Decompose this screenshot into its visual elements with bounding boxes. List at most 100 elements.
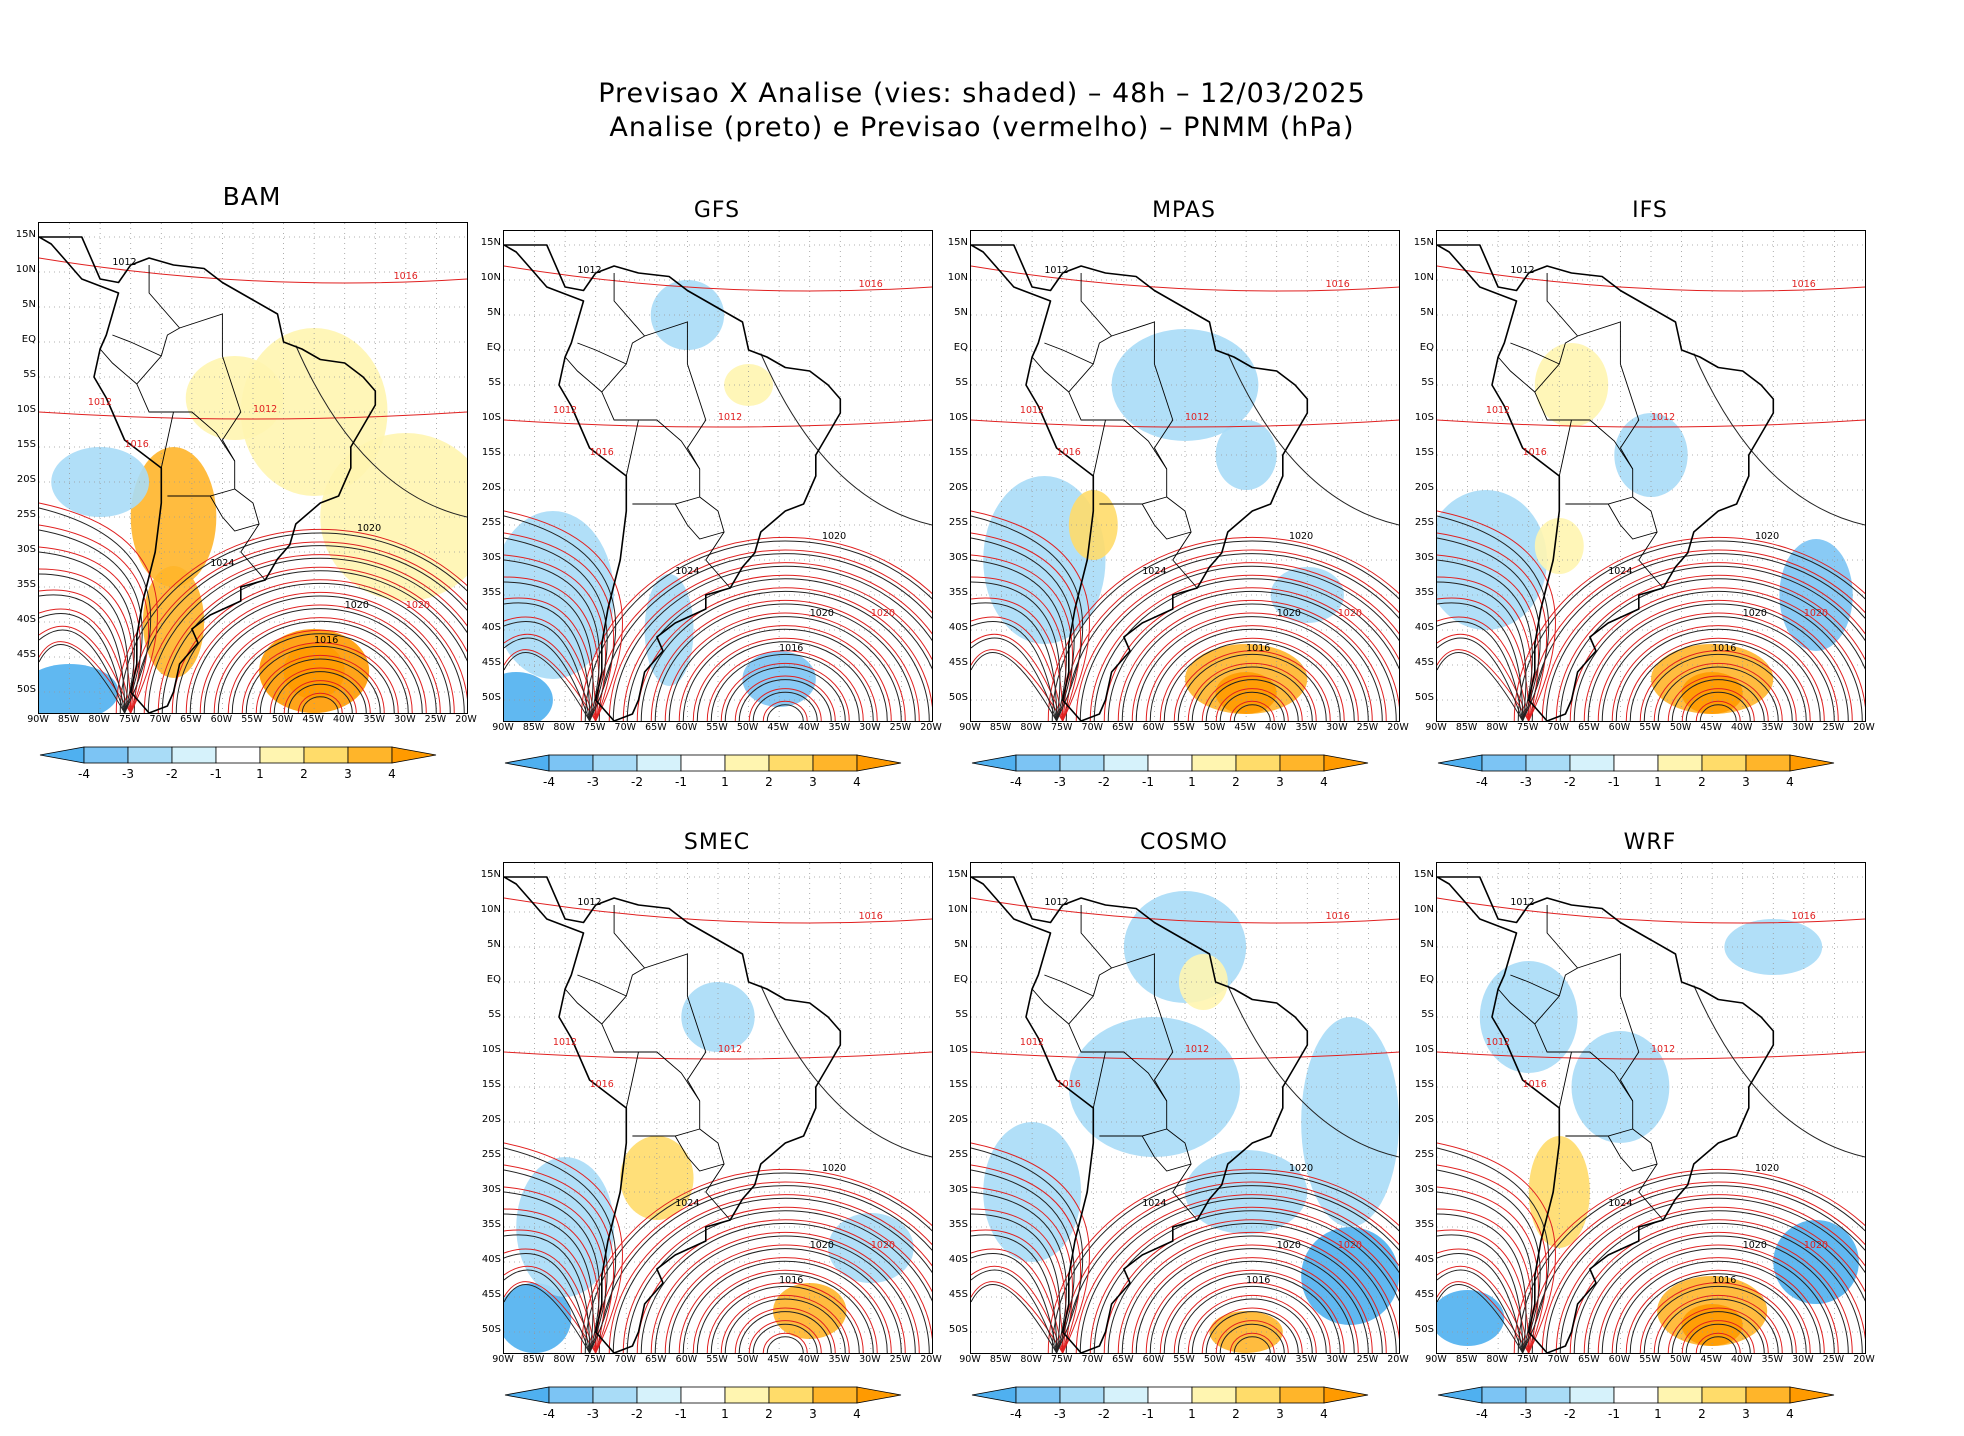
contour-label: 1012 [1486, 405, 1510, 416]
lat-tick-label: EQ [486, 974, 501, 985]
forecast-isobar [1103, 1219, 1399, 1353]
analysis-isobar [752, 1323, 818, 1353]
analysis-isobar [39, 507, 152, 713]
contour-label: 1020 [1338, 1240, 1362, 1251]
analysis-isobar [39, 594, 126, 713]
contour-label: 1020 [1277, 608, 1301, 619]
forecast-isobar [504, 532, 615, 721]
analysis-isobar [1191, 666, 1313, 721]
forecast-isobar [504, 897, 932, 924]
lon-tick-label: 65W [1112, 1354, 1134, 1365]
colorbar-segment [548, 754, 594, 772]
forecast-isobar [1437, 897, 1865, 924]
colorbar-label: 1 [721, 775, 729, 789]
panel-title: IFS [1632, 198, 1668, 223]
forecast-isobar [1047, 537, 1399, 721]
contour-label: 1012 [1510, 265, 1534, 276]
forecast-isobar [1437, 265, 1865, 292]
forecast-isobar [1089, 1206, 1399, 1353]
contour-label: 1012 [1185, 1044, 1209, 1055]
lat-tick-label: 10S [16, 404, 36, 415]
analysis-isobar [39, 529, 143, 713]
lon-tick-label: 75W [118, 714, 141, 725]
analysis-isobar [504, 637, 591, 721]
colorbar-segment [1059, 754, 1105, 772]
lat-tick-label: 5N [487, 307, 501, 318]
colorbar-segment [391, 746, 437, 764]
colorbar-segment [1657, 754, 1703, 772]
colorbar-segment [1745, 1386, 1791, 1404]
analysis-isobar [1163, 1273, 1341, 1353]
analysis-isobar [1587, 1235, 1849, 1353]
lon-tick-label: 85W [522, 1354, 545, 1365]
forecast-isobar [580, 537, 932, 721]
country-border [1510, 974, 1560, 997]
lon-tick-label: 55W [706, 1354, 728, 1365]
forecast-isobar [1215, 1320, 1289, 1353]
forecast-isobar [971, 1164, 1082, 1353]
lon-tick-label: 80W [1020, 1354, 1042, 1365]
lon-tick-label: 65W [1578, 1354, 1600, 1365]
bias-shading [185, 356, 284, 440]
analysis-isobar [1437, 1191, 1533, 1353]
analysis-isobar [696, 1273, 874, 1353]
country-border [686, 995, 731, 1221]
colorbar-label: 4 [388, 767, 396, 781]
analysis-isobar [1437, 1234, 1524, 1353]
lon-tick-label: 30W [859, 1354, 881, 1365]
coastline [504, 876, 842, 1353]
analysis-isobar [1437, 1253, 1524, 1353]
analysis-isobar [766, 1336, 804, 1353]
lat-tick-label: 15S [16, 439, 36, 450]
analysis-isobar [301, 696, 339, 713]
contour-label: 1016 [1712, 1275, 1736, 1286]
country-border [577, 974, 627, 997]
colorbar-segment [680, 1386, 726, 1404]
analysis-isobar [1437, 1269, 1524, 1353]
colorbar-label: -1 [1608, 775, 1620, 789]
lat-tick-label: 10S [481, 1044, 501, 1055]
country-border [1068, 953, 1155, 1109]
analysis-isobar [1643, 1285, 1793, 1353]
bias-shading [724, 364, 774, 406]
analysis-isobar [1559, 578, 1865, 721]
forecast-isobar [1437, 1229, 1530, 1353]
forecast-isobar [297, 692, 343, 713]
lat-tick-label: 45S [1414, 1289, 1434, 1300]
colorbar-segment [856, 754, 902, 772]
contour-label: 1020 [1804, 1240, 1828, 1251]
lat-tick-label: 10S [948, 412, 968, 423]
lat-tick-label: 45S [948, 1289, 968, 1300]
forecast-isobar [971, 1248, 1064, 1353]
panel-ifs: IFS 1012 1016 1020 1016 1012 1024 1020 1016 1012 1… [1398, 198, 1875, 789]
forecast-isobar [748, 1320, 822, 1353]
lon-tick-label: 30W [1792, 1354, 1814, 1365]
lon-tick-label: 45W [767, 722, 789, 733]
colorbar-label: -3 [587, 1407, 599, 1421]
lat-tick-label: 45S [16, 649, 36, 660]
analysis-isobar [1079, 565, 1399, 721]
lat-tick-label: 30S [481, 552, 501, 563]
lon-tick-label: 20W [455, 714, 477, 725]
lat-tick-label: 25S [948, 517, 968, 528]
forecast-isobar [971, 1186, 1073, 1353]
forecast-isobar [39, 257, 467, 284]
colorbar-segment [1789, 754, 1835, 772]
colorbar-label: 3 [1742, 1407, 1750, 1421]
analysis-isobar [1233, 1336, 1271, 1353]
lat-tick-label: 20S [948, 482, 968, 493]
lat-tick-label: 25S [481, 517, 501, 528]
lon-tick-label: 75W [1516, 1354, 1539, 1365]
colorbar-label: 2 [1698, 1407, 1706, 1421]
lat-tick-label: 15N [1413, 237, 1434, 248]
forecast-isobar [1145, 1257, 1359, 1353]
country-border [1571, 419, 1634, 470]
analysis-isobar [1437, 637, 1524, 721]
analysis-isobar [1205, 679, 1299, 721]
map-plot: 1012 1016 1020 1016 1012 1024 1020 1016 1012 1020 [38, 222, 468, 714]
colorbar-label: -4 [78, 767, 90, 781]
colorbar-segment [1015, 1386, 1061, 1404]
colorbar: -4 -3 -2 -1 1 2 3 4 [485, 1385, 905, 1425]
contour-label: 1016 [1523, 1079, 1547, 1090]
forecast-isobar [971, 1051, 1399, 1060]
